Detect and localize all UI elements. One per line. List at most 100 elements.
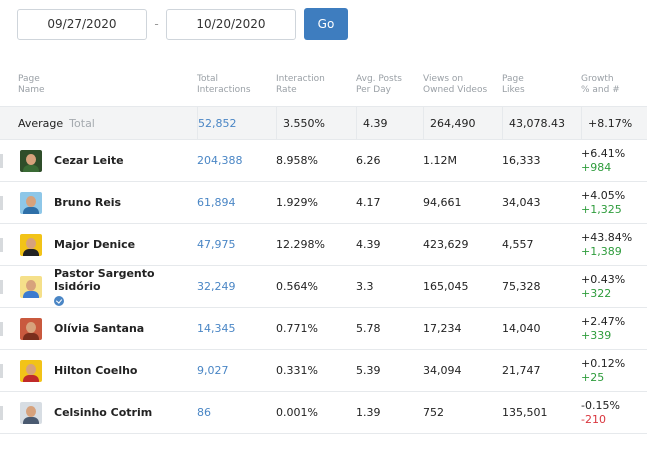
avg-posts-per-day: 3.3 — [356, 280, 374, 293]
avatar-face — [26, 321, 36, 333]
start-date-input[interactable]: 09/27/2020 — [17, 8, 147, 40]
avatar-photo[interactable] — [20, 401, 42, 424]
growth-cell: +4.05% +1,325 — [581, 189, 647, 217]
growth-cell: +0.43% +322 — [581, 273, 647, 301]
avatar-photo[interactable] — [20, 317, 42, 340]
header-total-interactions[interactable]: Total Interactions — [197, 74, 251, 95]
header-page-likes[interactable]: Page Likes — [502, 74, 525, 95]
total-interactions-link[interactable]: 14,345 — [197, 322, 236, 335]
page-name-cell: Major Denice — [0, 233, 197, 256]
average-label: Average — [18, 116, 64, 130]
row-marker — [0, 196, 3, 210]
average-posts: 4.39 — [356, 107, 423, 139]
go-button[interactable]: Go — [304, 8, 348, 40]
pages-table: Page Name Total Interactions Interaction… — [0, 68, 647, 434]
page-name-wrap: Pastor Sargento Isidório — [54, 267, 197, 306]
total-interactions-link[interactable]: 86 — [197, 406, 211, 419]
interaction-rate: 0.564% — [276, 280, 318, 293]
page-name-wrap: Major Denice — [54, 238, 135, 251]
verified-badge-icon — [54, 296, 64, 306]
interaction-rate: 0.331% — [276, 364, 318, 377]
header-page-name[interactable]: Page Name — [18, 74, 45, 95]
table-header: Page Name Total Interactions Interaction… — [0, 68, 647, 107]
header-video-views[interactable]: Views on Owned Videos — [423, 74, 488, 95]
growth-percent: +4.05% — [581, 188, 626, 202]
avatar-photo[interactable] — [20, 149, 42, 172]
page-name-link[interactable]: Hilton Coelho — [54, 364, 138, 377]
average-interactions: 52,852 — [197, 107, 276, 139]
total-interactions-link[interactable]: 61,894 — [197, 196, 236, 209]
page-likes: 16,333 — [502, 154, 541, 167]
growth-percent: +0.43% — [581, 272, 626, 286]
interaction-rate: 0.771% — [276, 322, 318, 335]
page-name-link[interactable]: Pastor Sargento Isidório — [54, 267, 155, 293]
table-row[interactable]: Hilton Coelho 9,027 0.331% 5.39 34,094 21,747… — [0, 350, 647, 392]
total-toggle[interactable]: Total — [69, 116, 95, 130]
page-name-link[interactable]: Bruno Reis — [54, 196, 122, 209]
growth-count: +322 — [581, 286, 612, 300]
average-growth: +8.17% — [581, 107, 647, 139]
page-name-cell: Bruno Reis — [0, 191, 197, 214]
owned-video-views: 17,234 — [423, 322, 462, 335]
page-name-link[interactable]: Celsinho Cotrim — [54, 406, 153, 419]
page-likes: 4,557 — [502, 238, 534, 251]
page-likes: 75,328 — [502, 280, 541, 293]
avatar-face — [26, 153, 36, 165]
page-likes: 21,747 — [502, 364, 541, 377]
page-name-wrap: Celsinho Cotrim — [54, 406, 152, 419]
growth-cell: +6.41% +984 — [581, 147, 647, 175]
table-row[interactable]: Bruno Reis 61,894 1.929% 4.17 94,661 34,043 +4… — [0, 182, 647, 224]
growth-percent: +2.47% — [581, 314, 626, 328]
table-row[interactable]: Olívia Santana 14,345 0.771% 5.78 17,234 14,0… — [0, 308, 647, 350]
page-name-wrap: Bruno Reis — [54, 196, 121, 209]
row-marker — [0, 322, 3, 336]
owned-video-views: 1.12M — [423, 154, 457, 167]
row-marker — [0, 280, 3, 294]
average-likes: 43,078.43 — [502, 107, 581, 139]
growth-percent: +0.12% — [581, 356, 626, 370]
page-name-link[interactable]: Olívia Santana — [54, 322, 145, 335]
average-label-cell: Average Total — [0, 117, 197, 130]
row-marker — [0, 364, 3, 378]
row-marker — [0, 238, 3, 252]
owned-video-views: 423,629 — [423, 238, 469, 251]
avatar-photo[interactable] — [20, 275, 42, 298]
interaction-rate: 0.001% — [276, 406, 318, 419]
page-name-wrap: Olívia Santana — [54, 322, 144, 335]
avatar-photo[interactable] — [20, 191, 42, 214]
page-likes: 135,501 — [502, 406, 548, 419]
owned-video-views: 94,661 — [423, 196, 462, 209]
avatar-face — [26, 279, 36, 291]
avg-posts-per-day: 5.78 — [356, 322, 381, 335]
avatar-face — [26, 363, 36, 375]
growth-count: +339 — [581, 328, 612, 342]
end-date-input[interactable]: 10/20/2020 — [166, 8, 296, 40]
table-row[interactable]: Celsinho Cotrim 86 0.001% 1.39 752 135,501 -0.… — [0, 392, 647, 434]
header-interaction-rate[interactable]: Interaction Rate — [276, 74, 325, 95]
avg-posts-per-day: 5.39 — [356, 364, 381, 377]
growth-count: +1,325 — [581, 202, 622, 216]
page-name-link[interactable]: Cezar Leite — [54, 154, 124, 167]
avatar-photo[interactable] — [20, 233, 42, 256]
avatar-body — [23, 206, 39, 214]
page-likes: 14,040 — [502, 322, 541, 335]
growth-percent: -0.15% — [581, 398, 620, 412]
growth-count: +984 — [581, 160, 612, 174]
header-growth[interactable]: Growth % and # — [581, 74, 620, 95]
table-row[interactable]: Pastor Sargento Isidório 32,249 0.564% 3.3 1… — [0, 266, 647, 308]
total-interactions-link[interactable]: 47,975 — [197, 238, 236, 251]
avatar-face — [26, 237, 36, 249]
table-row[interactable]: Major Denice 47,975 12.298% 4.39 423,629 4,55… — [0, 224, 647, 266]
date-separator: - — [154, 17, 159, 31]
total-interactions-link[interactable]: 32,249 — [197, 280, 236, 293]
page-name-link[interactable]: Major Denice — [54, 238, 136, 251]
table-row[interactable]: Cezar Leite 204,388 8.958% 6.26 1.12M 16,333 +… — [0, 140, 647, 182]
total-interactions-link[interactable]: 9,027 — [197, 364, 229, 377]
header-avg-posts[interactable]: Avg. Posts Per Day — [356, 74, 402, 95]
avatar-body — [23, 248, 39, 256]
avg-posts-per-day: 6.26 — [356, 154, 381, 167]
growth-cell: +43.84% +1,389 — [581, 231, 647, 259]
avatar-logo[interactable] — [20, 359, 42, 382]
total-interactions-link[interactable]: 204,388 — [197, 154, 243, 167]
page-name-cell: Celsinho Cotrim — [0, 401, 197, 424]
